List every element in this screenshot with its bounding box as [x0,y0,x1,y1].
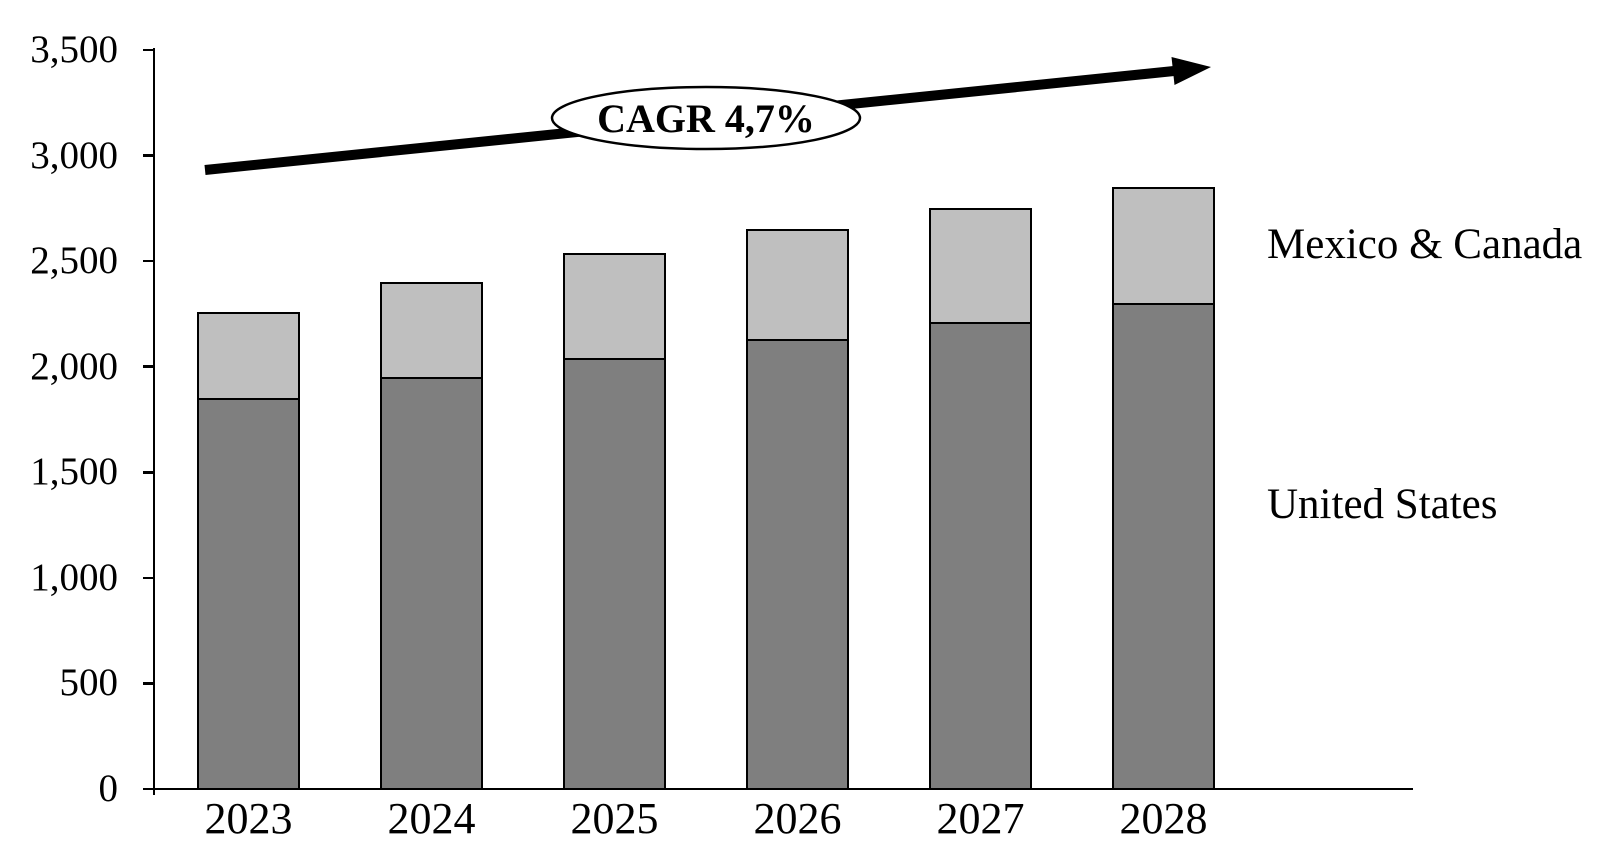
bar-segment-mexico-canada [746,229,849,340]
bar-segment-mexico-canada [563,252,666,359]
bar-segment-united-states [563,358,666,789]
y-axis-tick-label: 500 [59,661,119,705]
y-axis-tick-label: 0 [98,767,119,810]
y-axis-tick [142,154,153,157]
bar-segment-mexico-canada [1112,187,1215,304]
x-axis-category-label: 2023 [204,794,293,843]
y-axis-tick [142,471,153,474]
y-axis-line [152,48,155,795]
bar-segment-united-states [197,398,300,789]
x-axis-category-label: 2028 [1119,794,1208,843]
y-axis-tick-label: 3,500 [30,28,118,71]
y-axis-tick [142,365,153,368]
bar-segment-mexico-canada [929,208,1032,323]
y-axis-tick [142,48,153,52]
bar-segment-mexico-canada [197,311,300,399]
x-axis-category-label: 2024 [387,794,476,843]
y-axis-tick [142,682,153,685]
x-axis-category-label: 2025 [570,794,659,843]
cagr-annotation-label: CAGR 4,7% [597,95,815,141]
series-label-united-states: United States [1267,481,1498,528]
bar-segment-united-states [746,339,849,789]
bar-segment-mexico-canada [380,282,483,378]
x-axis-line [145,787,1413,790]
y-axis-tick-label: 1,500 [30,450,118,494]
y-axis-tick [142,576,153,580]
y-axis-tick [142,259,153,263]
cagr-trend-arrowhead-icon [1171,57,1211,85]
y-axis-tick-label: 2,000 [30,344,118,388]
bar-segment-united-states [1112,303,1215,789]
y-axis-tick-label: 1,000 [30,555,118,599]
bar-segment-united-states [380,377,483,789]
series-label-mexico-canada: Mexico & Canada [1267,221,1583,268]
x-axis-category-label: 2027 [936,794,1025,843]
x-axis-category-label: 2026 [753,794,842,843]
y-axis-tick-label: 2,500 [30,239,118,283]
y-axis-tick-label: 3,000 [30,133,118,177]
bar-segment-united-states [929,322,1032,789]
